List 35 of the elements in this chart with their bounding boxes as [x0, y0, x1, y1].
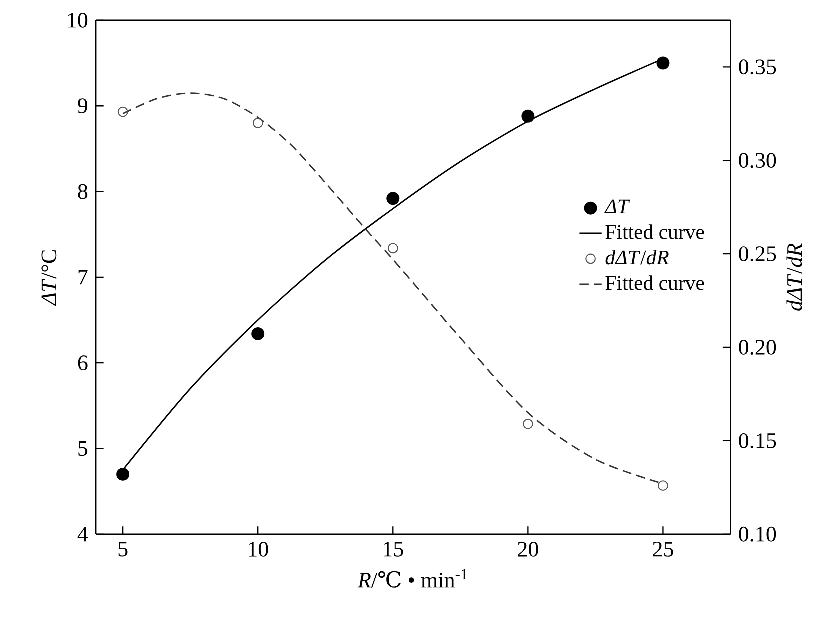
y-tick-label: 10: [68, 12, 88, 28]
y2-tick-label: 0.25: [739, 246, 776, 262]
point: [118, 106, 128, 118]
y-tick-label: 8: [78, 184, 88, 200]
x-axis-title: R/℃ • min$^{-1}$: [358, 569, 468, 588]
y-tick-label: 4: [78, 527, 88, 542]
y-tick-label: 7: [78, 270, 88, 285]
y2-tick-label: 0.35: [739, 60, 776, 75]
point: [252, 118, 264, 128]
y-axis-title: ΔT/°C: [42, 250, 57, 306]
point: [656, 56, 670, 70]
point: [658, 480, 668, 491]
y-tick-label: 5: [78, 441, 88, 456]
point: [116, 468, 130, 481]
x-tick-label: 5: [118, 542, 128, 557]
y-tick-label: 6: [78, 356, 88, 370]
x-tick-label: 20: [518, 542, 538, 557]
legend-label: Fitted curve: [606, 224, 704, 240]
y-tick-label: 9: [78, 98, 88, 114]
legend-label: ΔT: [604, 200, 630, 214]
y2-axis-title: dΔT/dR: [786, 244, 802, 311]
y2-tick-label: 0.15: [739, 433, 776, 448]
x-tick-label: 15: [384, 542, 404, 557]
point: [386, 192, 400, 206]
point: [388, 243, 398, 254]
x-tick-label: 10: [249, 542, 268, 557]
y2-tick-label: 0.20: [739, 340, 776, 355]
y2-tick-label: 0.10: [739, 526, 776, 542]
x-tick-label: 25: [653, 542, 674, 557]
legend-label: dΔT/dR: [606, 250, 670, 265]
point: [522, 110, 535, 123]
legend-label: Fitted curve: [606, 276, 704, 290]
point: [252, 327, 265, 340]
y2-tick-label: 0.30: [739, 153, 776, 168]
point: [522, 418, 534, 430]
